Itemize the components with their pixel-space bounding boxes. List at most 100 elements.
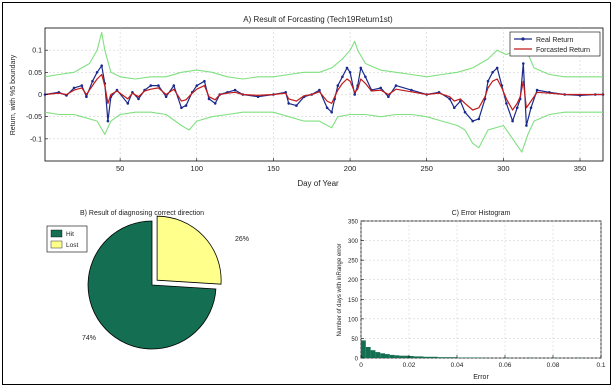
pie-legend-swatch-lost <box>50 240 63 249</box>
histogram-bar <box>433 356 438 358</box>
real-return-point <box>91 79 94 83</box>
real-return-point <box>213 102 217 105</box>
histogram-bar <box>365 347 371 358</box>
histogram-y-tick-label: 0 <box>355 357 359 363</box>
real-return-point <box>325 106 329 110</box>
real-return-point <box>126 102 130 105</box>
real-return-point <box>106 119 110 123</box>
real-return-point <box>157 84 160 87</box>
real-return-point <box>137 97 140 101</box>
histogram-x-tick-label: 0.06 <box>499 362 512 369</box>
histogram-bar <box>447 357 453 358</box>
histogram-bar <box>423 356 429 358</box>
histogram-bar <box>418 356 424 358</box>
histogram-bar <box>385 354 390 358</box>
histogram-bar <box>361 340 366 358</box>
forecast-x-tick-label: 100 <box>191 164 204 173</box>
histogram-bar <box>442 357 448 358</box>
pie-label-lost: 26% <box>235 236 249 243</box>
histogram-grid <box>360 220 602 359</box>
forecast-y-tick-label: 0.05 <box>28 70 42 77</box>
real-return-point <box>459 99 462 103</box>
real-return-point <box>515 106 519 110</box>
real-return-point <box>195 84 199 87</box>
upper-boundary-line <box>44 31 603 80</box>
real-return-point <box>180 106 183 110</box>
histogram-y-axis-label: Number of days with inRange error <box>337 243 343 336</box>
forecast-chart: A) Result of Forcasting (Tech19Return1st… <box>10 15 605 188</box>
forecast-x-tick-label: 250 <box>420 164 433 173</box>
real-return-point <box>477 117 481 121</box>
forecast-y-ticks: -0.1 -0.05 0 0.05 0.1 <box>26 48 48 143</box>
pie-legend: Hit Lost <box>46 225 88 253</box>
forecast-x-tick-label: 50 <box>116 164 124 173</box>
histogram-x-tick-label: 0.02 <box>403 362 416 369</box>
real-return-point <box>85 95 88 98</box>
histogram-bar <box>404 355 409 358</box>
real-return-point <box>394 84 398 87</box>
real-return-point <box>207 97 211 101</box>
real-return-point <box>364 75 367 79</box>
real-return-point <box>100 64 103 67</box>
histogram-bar <box>428 356 433 358</box>
forecast-x-tick-label: 150 <box>267 164 280 173</box>
histogram-x-tick-label: 0 <box>359 362 363 369</box>
histogram-title: C) Error Histogram <box>452 210 511 217</box>
histogram-y-tick-label: 250 <box>348 259 359 265</box>
forecast-y-tick-label: -0.1 <box>30 136 42 143</box>
forecast-x-tick-label: 350 <box>574 164 587 173</box>
histogram-bar <box>413 356 419 358</box>
real-return-point <box>486 79 490 83</box>
histogram-x-axis-label: Error <box>473 374 489 381</box>
histogram-y-tick-label: 350 <box>348 220 359 226</box>
real-return-line <box>44 62 603 127</box>
forecast-legend-box <box>509 31 601 57</box>
forecast-x-axis-label: Day of Year <box>297 179 339 188</box>
histogram-bar <box>399 355 405 358</box>
pie-label-hit: 74% <box>82 335 96 342</box>
histogram-y-tick-label: 100 <box>348 317 359 323</box>
real-return-point <box>95 71 99 74</box>
histogram-bar <box>437 357 443 358</box>
legend-marker-real-return <box>521 37 525 41</box>
histogram-y-tick-label: 200 <box>348 278 359 284</box>
histogram-bar <box>380 353 385 358</box>
pie-slices <box>87 215 222 350</box>
real-return-point <box>379 86 383 90</box>
histogram-y-tick-label: 300 <box>348 239 359 245</box>
real-return-point <box>345 66 349 70</box>
forecast-series-group <box>43 31 605 153</box>
real-return-point <box>495 66 499 70</box>
real-return-point <box>353 93 357 96</box>
real-return-point <box>233 88 237 92</box>
histogram-bar <box>375 352 381 358</box>
histogram-bar <box>452 357 457 358</box>
figure-frame <box>2 2 611 385</box>
histogram-plot-area <box>360 220 602 359</box>
real-return-point <box>184 104 188 107</box>
forecast-return-line <box>44 73 603 111</box>
histogram-x-tick-label: 0.04 <box>451 362 464 369</box>
forecast-x-tick-label: 200 <box>344 164 357 173</box>
real-return-point <box>80 84 84 87</box>
histogram-bars <box>361 340 582 358</box>
real-return-point <box>410 88 413 92</box>
pie-chart-title: B) Result of diagnosing correct directio… <box>80 210 204 217</box>
real-return-point <box>453 106 456 110</box>
real-return-point <box>535 88 539 92</box>
real-return-point <box>341 75 344 79</box>
real-return-point <box>505 102 508 105</box>
direction-pie-chart: B) Result of diagnosing correct directio… <box>46 210 249 350</box>
real-return-point <box>318 88 321 92</box>
real-return-point <box>164 95 168 98</box>
real-return-point <box>336 84 340 87</box>
histogram-y-tick-label: 150 <box>348 298 359 304</box>
real-return-point <box>172 84 176 87</box>
pie-legend-label-lost: Lost <box>66 242 78 249</box>
histogram-y-tick-label: 50 <box>351 337 358 343</box>
pie-slice-lost <box>156 215 222 285</box>
histogram-bar <box>409 356 414 358</box>
legend-label-real-return: Real Return <box>536 37 573 44</box>
real-return-point <box>256 95 260 98</box>
real-return-point <box>330 110 334 114</box>
